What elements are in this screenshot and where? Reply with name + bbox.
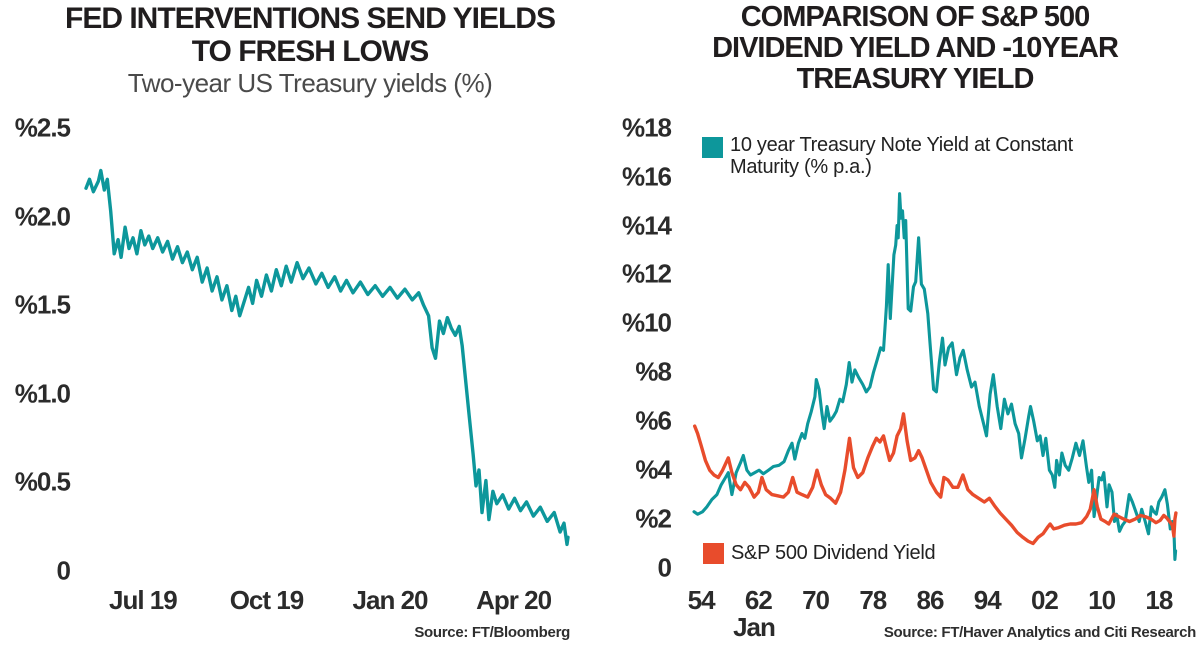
y-tick-label: %8: [635, 356, 672, 387]
x-tick-label: 10: [1088, 585, 1116, 615]
y-tick-label: 0: [657, 552, 672, 583]
two-year-yield-line: [84, 168, 570, 547]
two-year-chart-subtitle: Two-year US Treasury yields (%): [127, 68, 493, 98]
x-tick-label: Oct 19: [229, 585, 304, 615]
treasury-legend-label-line1: 10 year Treasury Note Yield at Constant: [730, 134, 1073, 156]
two-year-chart-title: FED INTERVENTIONS SEND YIELDS TO FRESH L…: [15, 2, 605, 68]
two-year-chart-title-line1: FED INTERVENTIONS SEND YIELDS: [65, 2, 556, 35]
comparison-chart-title-line2: DIVIDEND YIELD AND -10YEAR: [712, 32, 1119, 64]
dividend-legend-swatch: [703, 543, 724, 564]
x-tick-label: Apr 20: [476, 585, 552, 615]
y-tick-label: %0.5: [14, 466, 71, 497]
treasury-10yr-line: [692, 192, 1178, 561]
dividend-legend-label-line1: S&P 500 Dividend Yield: [731, 542, 936, 564]
legend-treasury-note: 10 year Treasury Note Yield at Constant …: [702, 134, 1172, 178]
x-tick-label: 18: [1145, 585, 1173, 615]
y-tick-label: %6: [635, 405, 672, 436]
comparison-chart-x-sublabel: Jan: [733, 612, 776, 642]
legend-sp500-dividend: S&P 500 Dividend Yield: [703, 540, 936, 567]
treasury-legend-swatch: [702, 137, 723, 158]
x-tick-label: 94: [973, 585, 1002, 615]
y-tick-label: %2: [635, 503, 672, 534]
y-tick-label: %12: [621, 258, 672, 289]
y-tick-label: %16: [621, 161, 672, 192]
y-tick-label: 0: [56, 555, 71, 586]
treasury-legend-label-line2: Maturity (% p.a.): [730, 156, 872, 178]
treasury-legend-label: 10 year Treasury Note Yield at Constant …: [730, 134, 1073, 178]
two-year-chart-title-line2: TO FRESH LOWS: [191, 35, 429, 68]
sp500-dividend-line: [693, 412, 1178, 546]
y-tick-label: %14: [621, 210, 672, 241]
y-tick-label: %2.0: [14, 201, 71, 232]
comparison-chart-source: Source: FT/Haver Analytics and Citi Rese…: [883, 624, 1196, 641]
comparison-chart-title-line1: COMPARISON OF S&P 500: [740, 1, 1091, 33]
x-tick-label: 78: [859, 585, 887, 615]
comparison-chart-title-line3: TREASURY YIELD: [796, 63, 1035, 95]
comparison-chart-title: COMPARISON OF S&P 500 DIVIDEND YIELD AND…: [625, 2, 1200, 95]
y-tick-label: %18: [621, 112, 672, 143]
dividend-legend-label: S&P 500 Dividend Yield: [731, 540, 936, 567]
y-tick-label: %4: [635, 454, 672, 485]
two-year-chart-source: Source: FT/Bloomberg: [414, 624, 570, 641]
x-tick-label: 02: [1030, 585, 1059, 615]
x-tick-label: 62: [744, 585, 773, 615]
y-tick-label: %2.5: [14, 112, 71, 143]
y-tick-label: %1.0: [14, 378, 71, 409]
x-tick-label: 54: [687, 585, 716, 615]
x-tick-label: Jul 19: [108, 585, 178, 615]
x-tick-label: 70: [802, 585, 830, 615]
x-tick-label: 86: [916, 585, 945, 615]
x-tick-label: Jan 20: [352, 585, 429, 615]
y-tick-label: %10: [621, 307, 672, 338]
y-tick-label: %1.5: [14, 289, 71, 320]
